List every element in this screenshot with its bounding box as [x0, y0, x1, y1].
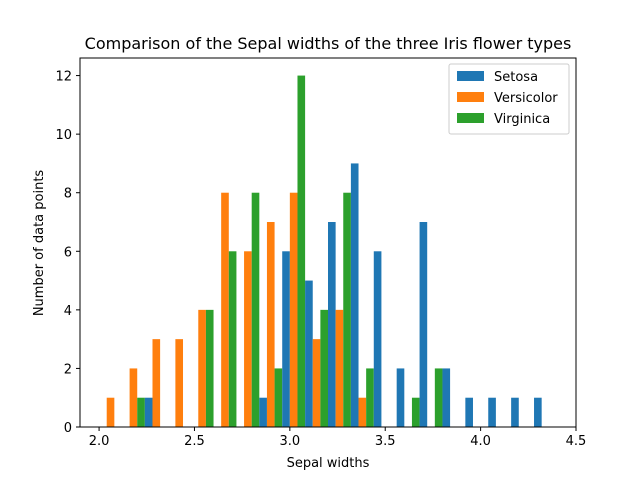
legend: Setosa Versicolor Virginica [448, 63, 570, 135]
bar-versicolor-3 [175, 339, 184, 427]
bar-virginica-1 [137, 397, 145, 427]
y-tick-label: 6 [64, 245, 72, 260]
bar-virginica-4 [205, 309, 214, 427]
bar-setosa-17 [488, 397, 496, 427]
legend-label-versicolor: Versicolor [494, 91, 558, 106]
legend-swatch-versicolor [457, 92, 484, 102]
y-axis-label: Number of data points [32, 170, 47, 317]
legend-swatch-setosa [457, 71, 484, 81]
x-axis-label: Sepal widths [287, 456, 370, 471]
bar-versicolor-0 [106, 397, 115, 427]
legend-label-virginica: Virginica [494, 112, 550, 127]
bar-setosa-2 [144, 397, 153, 427]
y-tick-label: 2 [64, 362, 72, 377]
legend-label-setosa: Setosa [494, 70, 538, 85]
bar-versicolor-10 [335, 309, 344, 427]
y-tick-label: 4 [64, 304, 72, 319]
bar-setosa-10 [328, 222, 336, 427]
bar-versicolor-2 [152, 339, 161, 427]
bar-setosa-18 [511, 397, 519, 427]
bar-setosa-19 [534, 397, 542, 427]
bar-setosa-11 [350, 163, 359, 427]
bar-versicolor-1 [129, 368, 138, 427]
bar-versicolor-6 [244, 251, 252, 427]
y-tick-label: 10 [55, 128, 72, 143]
bar-virginica-5 [228, 251, 237, 427]
bar-virginica-6 [251, 192, 260, 427]
plot-frame [79, 57, 577, 428]
x-tick-label: 3.5 [375, 434, 396, 449]
bar-virginica-13 [411, 397, 420, 427]
bar-setosa-9 [305, 280, 313, 427]
bar-setosa-7 [259, 397, 267, 427]
x-tick-label: 2.0 [89, 434, 110, 449]
bar-setosa-16 [465, 397, 473, 427]
bar-virginica-10 [343, 192, 351, 427]
bar-versicolor-11 [358, 397, 367, 427]
bar-virginica-8 [297, 75, 306, 427]
y-tick-label: 0 [64, 421, 72, 436]
bar-versicolor-9 [312, 339, 321, 427]
axes-layer: 2.0 2.5 3.0 3.5 4.0 4.5 0 2 4 6 8 10 12 [55, 57, 587, 449]
bar-setosa-8 [282, 251, 290, 427]
bar-setosa-15 [442, 368, 451, 427]
x-tick-label: 4.0 [470, 434, 491, 449]
x-tick-label: 2.5 [184, 434, 205, 449]
y-tick-label: 8 [64, 187, 72, 202]
bar-versicolor-5 [221, 192, 229, 427]
bar-versicolor-4 [198, 309, 206, 427]
bar-virginica-7 [274, 368, 283, 427]
bar-virginica-14 [434, 368, 443, 427]
chart-title: Comparison of the Sepal widths of the th… [85, 34, 572, 53]
y-tick-label: 12 [55, 70, 72, 85]
bars-layer [106, 75, 542, 427]
bar-versicolor-7 [266, 222, 275, 427]
x-tick-label: 3.0 [280, 434, 301, 449]
bar-setosa-12 [373, 251, 382, 427]
bar-setosa-14 [419, 222, 428, 427]
bar-setosa-13 [396, 368, 405, 427]
bar-versicolor-8 [289, 192, 298, 427]
bar-virginica-9 [320, 309, 328, 427]
legend-swatch-virginica [457, 113, 484, 123]
bar-virginica-11 [366, 368, 374, 427]
x-tick-label: 4.5 [566, 434, 587, 449]
